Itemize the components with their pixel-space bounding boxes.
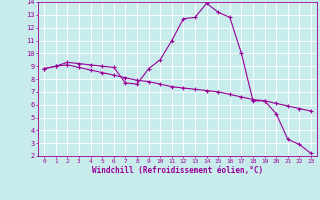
X-axis label: Windchill (Refroidissement éolien,°C): Windchill (Refroidissement éolien,°C) xyxy=(92,166,263,175)
